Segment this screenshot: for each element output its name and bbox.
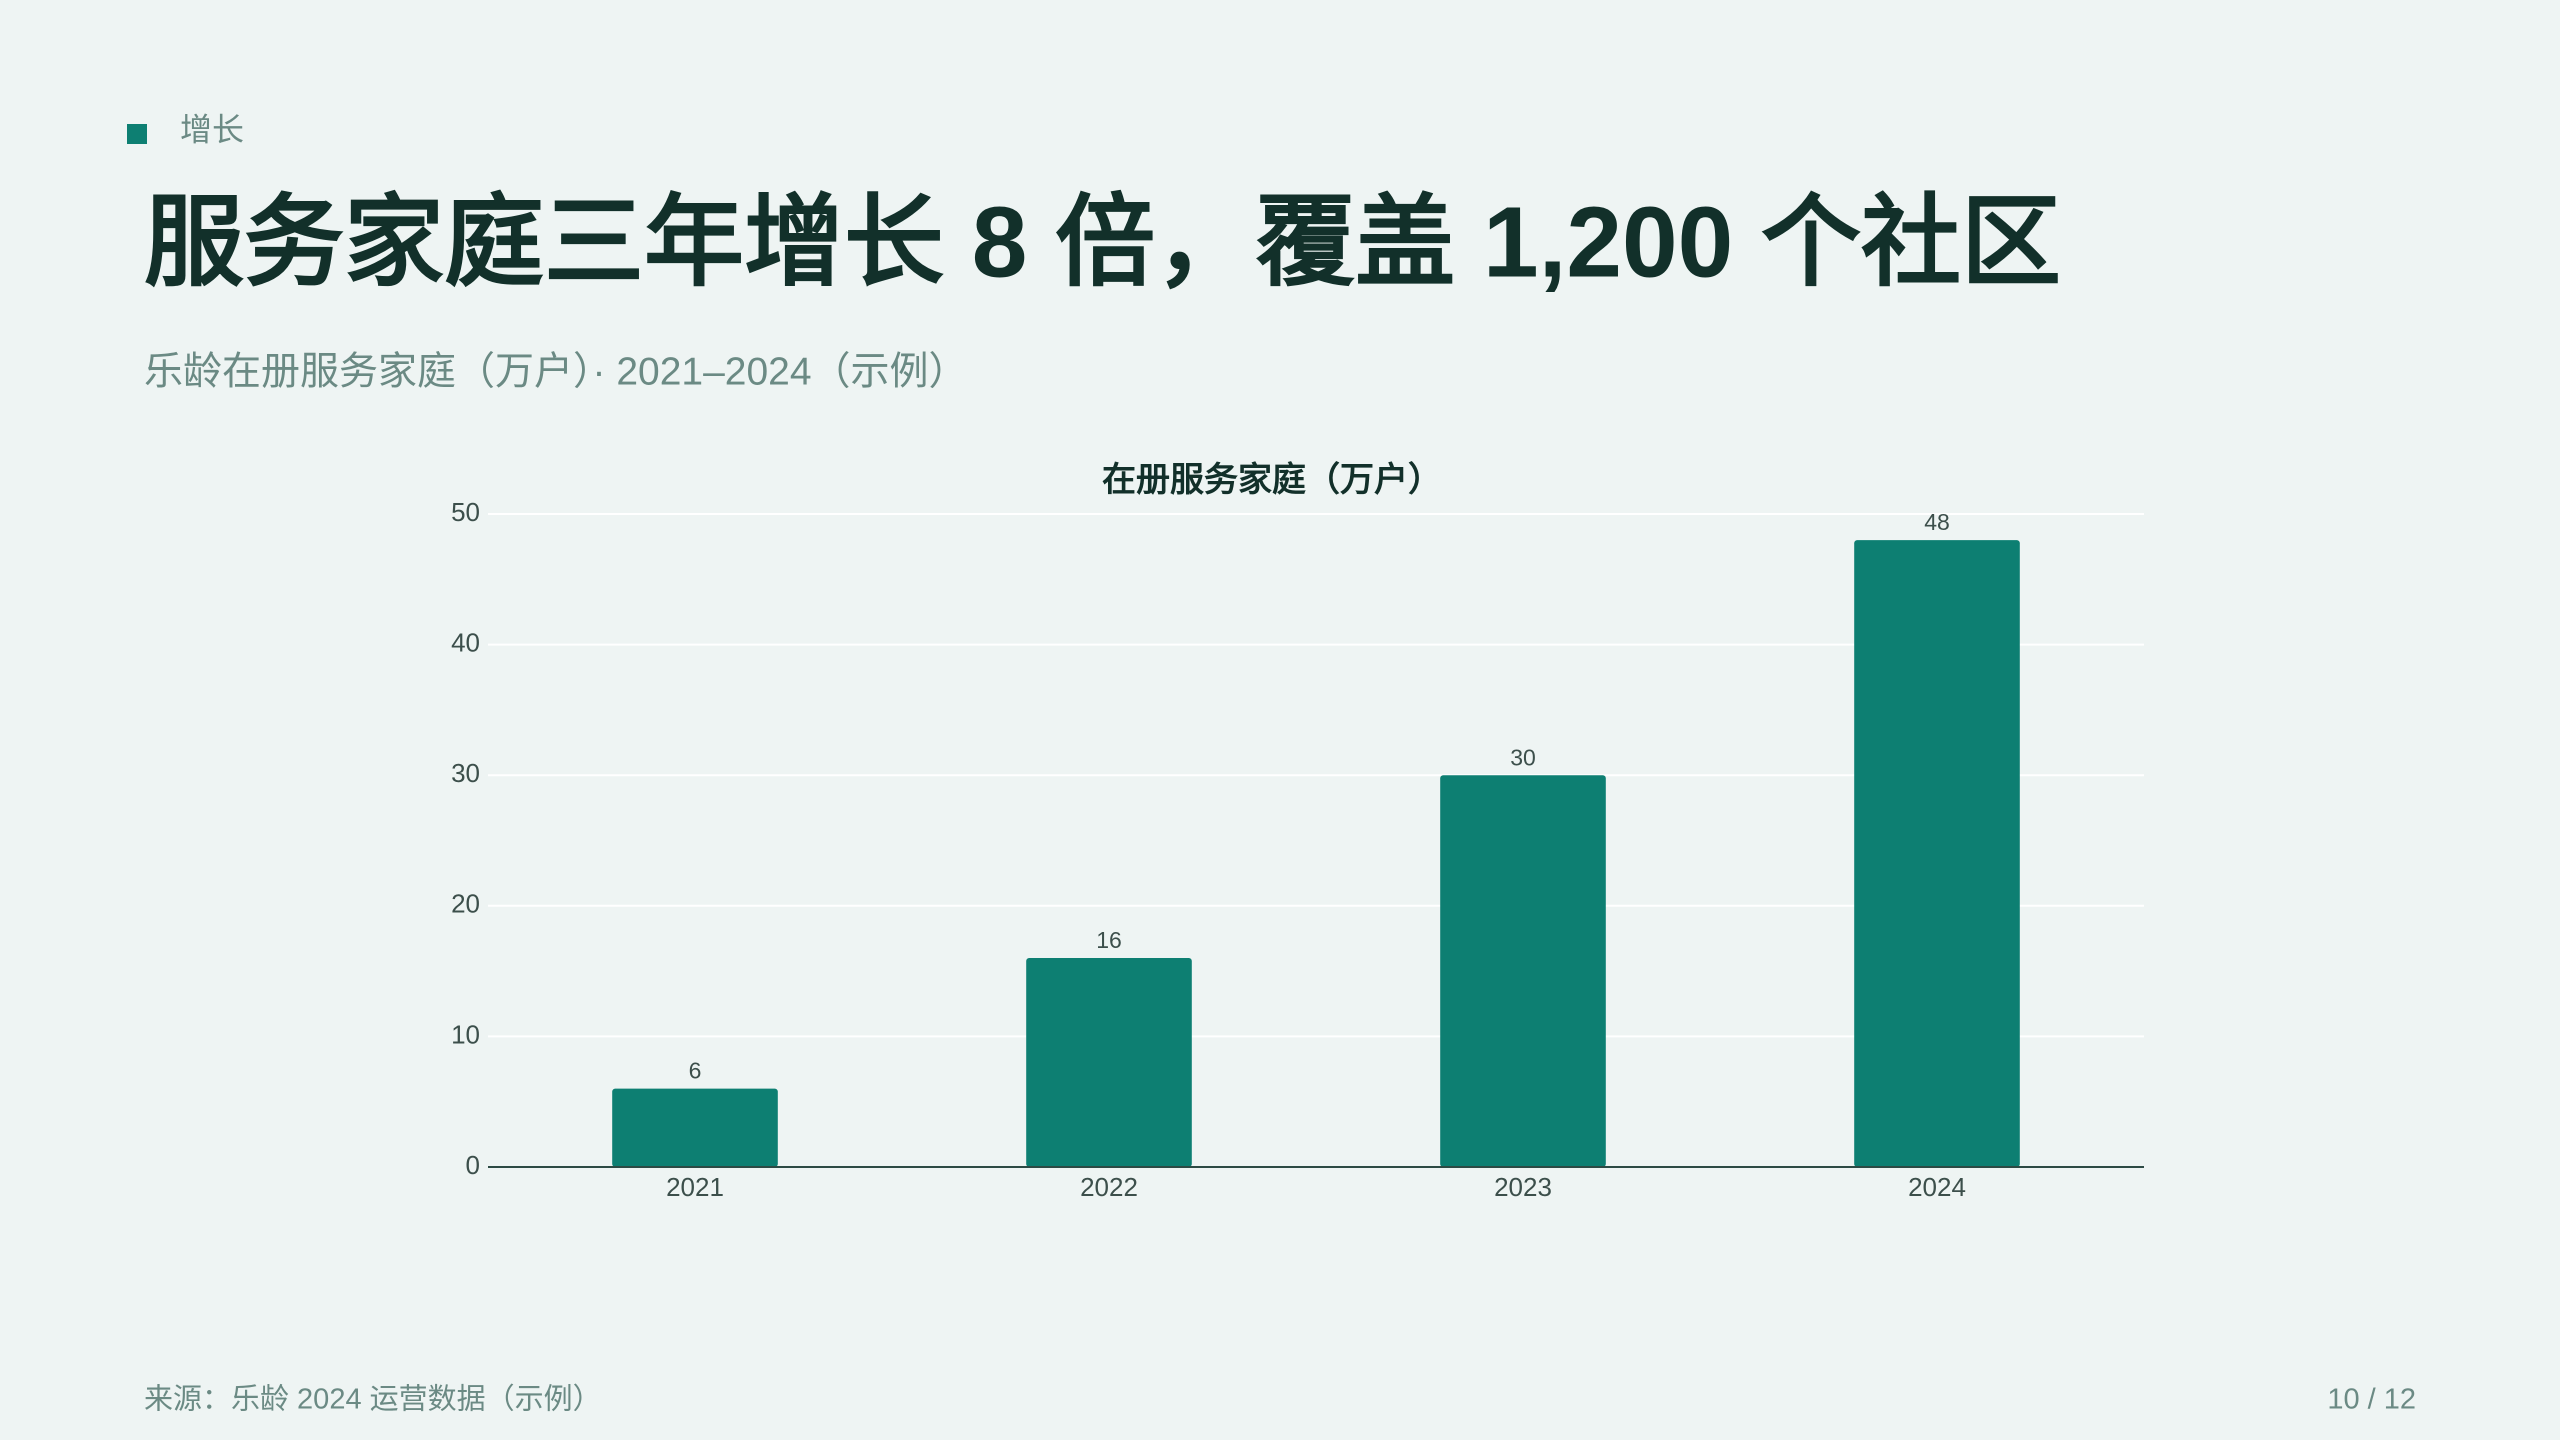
- x-tick-label: 2024: [1908, 1172, 1966, 1202]
- y-tick-label: 50: [451, 497, 480, 527]
- value-label: 30: [1510, 744, 1536, 770]
- y-tick-label: 20: [451, 889, 480, 919]
- y-tick-label: 0: [466, 1150, 480, 1180]
- x-tick-label: 2021: [666, 1172, 724, 1202]
- y-tick-label: 40: [451, 627, 480, 657]
- title: 服务家庭三年增长 8 倍，覆盖 1,200 个社区: [144, 186, 2061, 298]
- tag: 增长: [180, 111, 244, 147]
- subtitle: 乐龄在册服务家庭（万户）· 2021–2024（示例）: [144, 350, 968, 393]
- value-label: 16: [1096, 927, 1122, 953]
- bar: [1026, 958, 1192, 1167]
- value-label: 48: [1924, 509, 1950, 535]
- tag-icon: [127, 124, 147, 144]
- bar: [1440, 775, 1606, 1167]
- value-label: 6: [689, 1058, 702, 1084]
- x-tick-label: 2023: [1494, 1172, 1552, 1202]
- bar: [1854, 540, 2020, 1167]
- source: 来源：乐龄 2024 运营数据（示例）: [144, 1383, 602, 1416]
- y-tick-label: 10: [451, 1019, 480, 1049]
- x-tick-label: 2022: [1080, 1172, 1138, 1202]
- bar: [612, 1088, 778, 1167]
- page-number: 10 / 12: [2327, 1384, 2416, 1416]
- y-tick-label: 30: [451, 758, 480, 788]
- chart-title: 在册服务家庭（万户）: [1102, 460, 1442, 499]
